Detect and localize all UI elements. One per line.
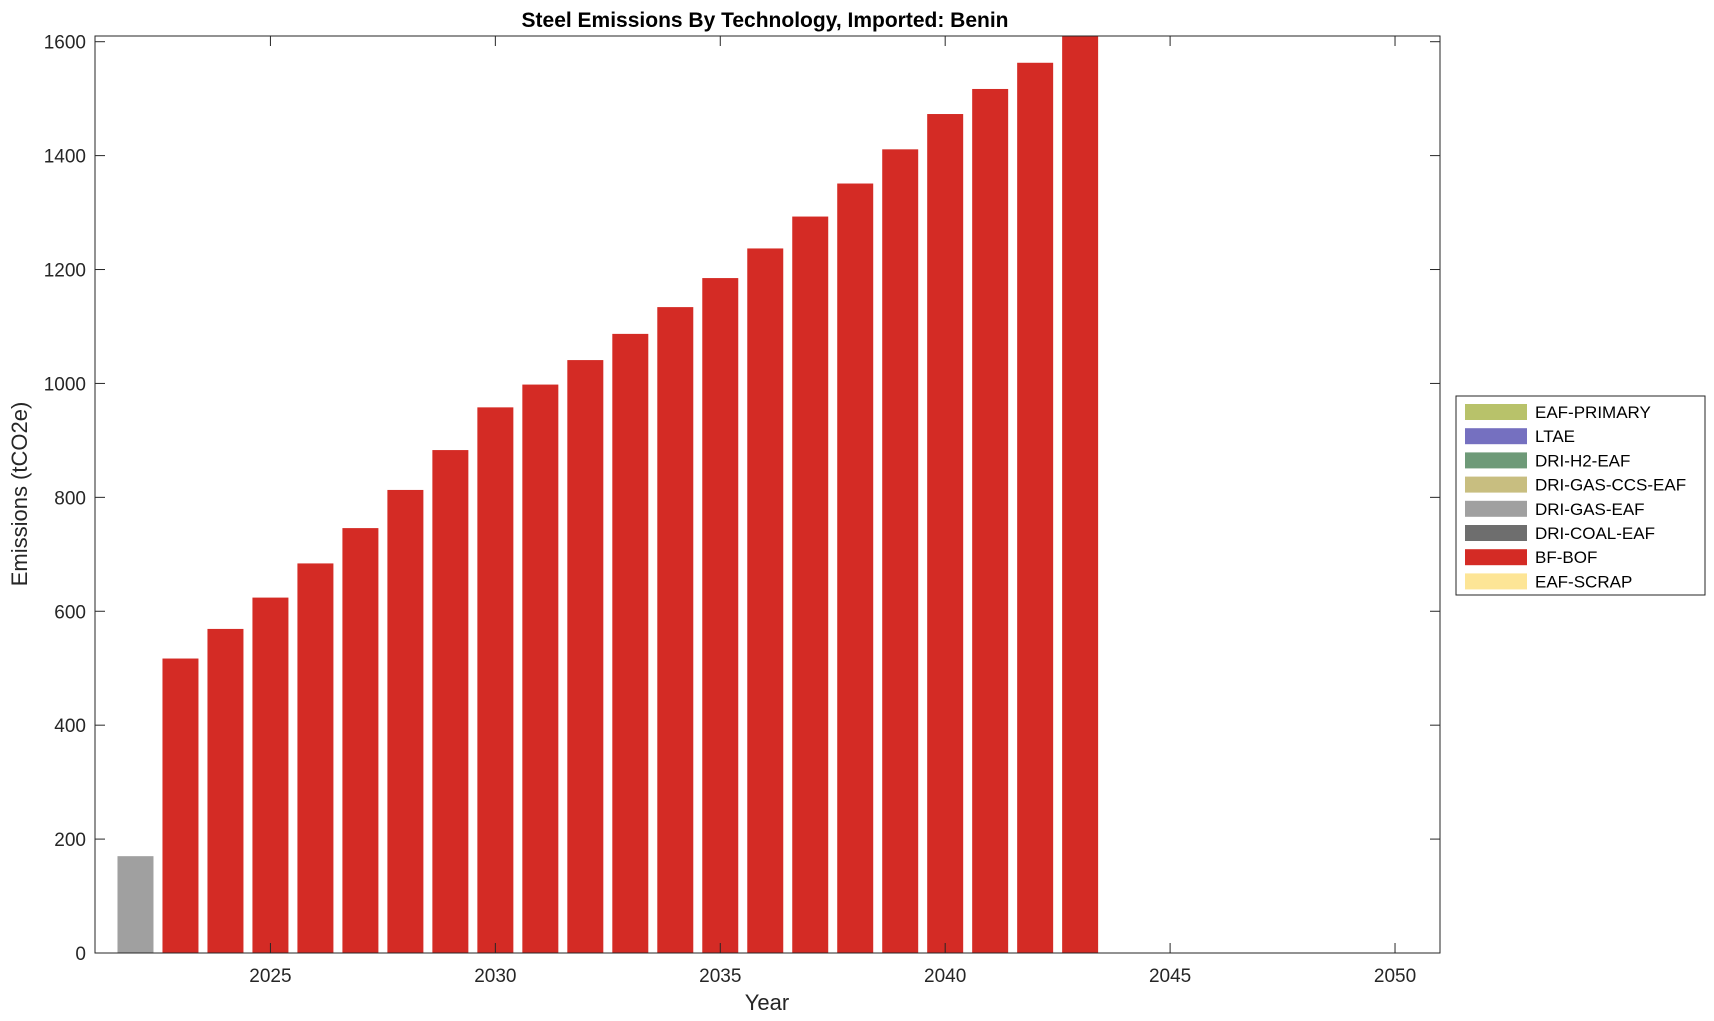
bar-bf-bof-2038: [837, 183, 874, 953]
chart-title: Steel Emissions By Technology, Imported:…: [522, 9, 1009, 32]
bar-bf-bof-2040: [927, 114, 964, 953]
legend-label-dri-h2-eaf: DRI-H2-EAF: [1535, 451, 1630, 470]
legend-swatch-bf-bof: [1465, 549, 1527, 566]
bar-bf-bof-2043: [1062, 36, 1099, 953]
x-tick-label: 2050: [1374, 966, 1416, 987]
y-tick-label: 1200: [44, 261, 86, 282]
axis-ticks: 2025 2030 2035 2040 2045 2050 0 200 400 600 800 100…: [44, 33, 1440, 987]
y-tick-label: 1000: [44, 374, 86, 395]
legend-swatch-dri-h2-eaf: [1465, 452, 1527, 469]
legend-swatch-dri-coal-eaf: [1465, 525, 1527, 541]
y-tick-label: 800: [54, 488, 86, 509]
bar-dri-gas-eaf-2022: [117, 856, 154, 953]
bar-bf-bof-2032: [567, 360, 604, 954]
legend-label-dri-gas-ccs-eaf: DRI-GAS-CCS-EAF: [1535, 476, 1686, 495]
bars-layer: [117, 36, 1099, 954]
x-tick-label: 2045: [1149, 966, 1191, 987]
y-tick-label: 200: [54, 830, 86, 851]
legend-swatch-dri-gas-ccs-eaf: [1465, 476, 1527, 493]
bar-bf-bof-2035: [702, 278, 739, 953]
x-tick-label: 2030: [474, 966, 516, 987]
bar-bf-bof-2024: [207, 628, 244, 953]
bar-bf-bof-2023: [162, 658, 199, 953]
y-tick-label: 400: [54, 716, 86, 737]
bar-bf-bof-2028: [387, 489, 424, 953]
y-axis-label: Emissions (tCO2e): [7, 402, 32, 587]
bar-bf-bof-2029: [432, 450, 469, 953]
legend-label-eaf-primary: EAF-PRIMARY: [1535, 403, 1651, 422]
bar-bf-bof-2030: [477, 407, 514, 953]
plot-area-frame: [94, 35, 1441, 954]
bar-bf-bof-2039: [882, 149, 919, 954]
bar-bf-bof-2036: [747, 248, 784, 953]
legend-label-dri-gas-eaf: DRI-GAS-EAF: [1535, 500, 1645, 519]
bar-bf-bof-2026: [297, 563, 334, 953]
bar-bf-bof-2041: [972, 88, 1009, 954]
bar-bf-bof-2037: [792, 216, 829, 954]
x-tick-label: 2025: [249, 966, 291, 987]
legend-label-dri-coal-eaf: DRI-COAL-EAF: [1535, 524, 1655, 543]
legend-label-bf-bof: BF-BOF: [1535, 548, 1597, 567]
x-tick-label: 2035: [699, 966, 741, 987]
legend-label-eaf-scrap: EAF-SCRAP: [1535, 572, 1632, 591]
legend-swatch-ltae: [1465, 428, 1527, 445]
bar-bf-bof-2042: [1017, 62, 1054, 953]
x-tick-label: 2040: [924, 966, 966, 987]
legend: EAF-PRIMARY LTAE DRI-H2-EAF DRI-GAS-CCS-EAF…: [1455, 395, 1706, 596]
legend-label-ltae: LTAE: [1535, 427, 1575, 446]
bar-bf-bof-2025: [252, 597, 289, 953]
y-tick-label: 1400: [44, 147, 86, 168]
bar-bf-bof-2027: [342, 528, 379, 953]
y-tick-label: 1600: [44, 33, 86, 54]
legend-swatch-eaf-primary: [1465, 404, 1527, 420]
y-tick-label: 600: [54, 602, 86, 623]
x-axis-label: Year: [745, 990, 789, 1015]
legend-swatch-eaf-scrap: [1465, 573, 1527, 590]
bar-bf-bof-2033: [612, 333, 649, 953]
legend-swatch-dri-gas-eaf: [1465, 500, 1527, 517]
y-tick-label: 0: [75, 944, 86, 965]
bar-bf-bof-2031: [522, 384, 559, 953]
bar-bf-bof-2034: [657, 307, 694, 953]
